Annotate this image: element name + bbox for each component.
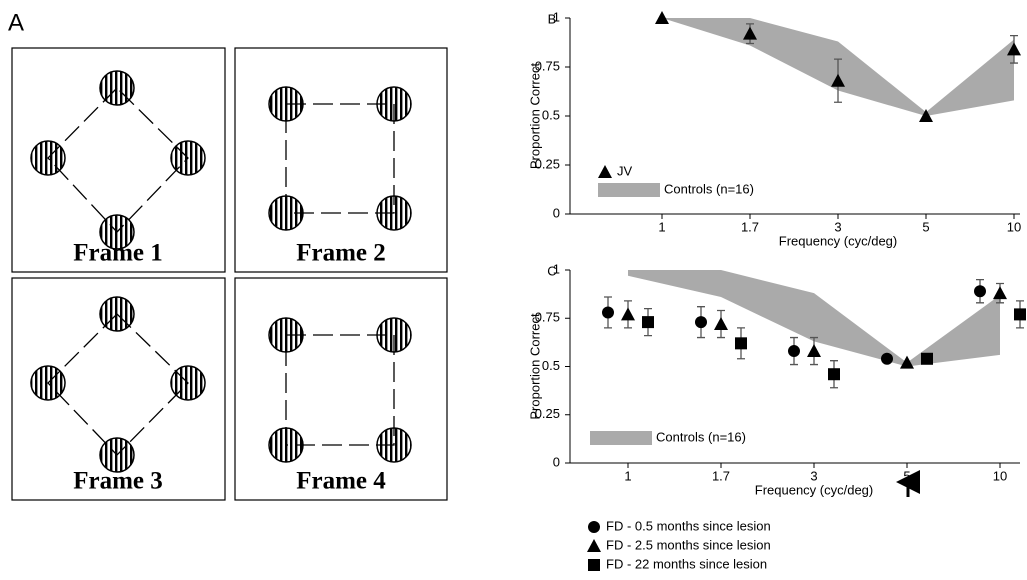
data-point [743,26,757,40]
data-point [714,317,728,331]
data-point [807,344,821,358]
data-point [655,11,669,24]
data-point [993,286,1007,300]
data-point [602,306,614,319]
x-axis-label: Frequency (cyc/deg) [779,233,898,248]
x-tick-label: 1 [658,219,665,234]
legend-band [598,183,660,197]
frame-label: Frame 2 [296,240,386,267]
data-point [735,337,747,350]
frame-label: Frame 1 [73,240,163,267]
legend-marker [588,559,600,571]
y-axis-label: Proportion Correct [527,63,542,170]
frame: Frame 4 [234,277,448,501]
y-tick-label: 0.75 [535,58,560,73]
x-tick-label: 10 [993,468,1007,483]
frame: Frame 2 [234,47,448,273]
data-point [621,307,635,321]
y-tick-label: 0.25 [535,406,560,421]
frame: Frame 1 [11,47,226,273]
y-axis-label: Proportion Correct [527,313,542,420]
legend-label: JV [617,163,633,178]
controls-band [628,270,1000,367]
y-tick-label: 1 [553,9,560,24]
data-point [828,368,840,381]
data-point [921,352,933,365]
y-tick-label: 0 [553,205,560,220]
panel-label: A [8,9,24,36]
data-point [900,355,914,369]
legend-marker [598,165,612,178]
x-tick-label: 1.7 [741,219,759,234]
panel-label: B [548,11,557,26]
frame-label: Frame 4 [296,468,386,495]
data-point [1007,42,1021,56]
x-tick-label: 1 [624,468,631,483]
y-tick-label: 0.5 [542,107,560,122]
panel-label: C [547,263,556,278]
y-tick-label: 0 [553,454,560,469]
legend-marker [588,521,600,533]
y-tick-label: 0.25 [535,156,560,171]
x-tick-label: 5 [922,219,929,234]
legend-marker [587,539,601,552]
x-tick-label: 3 [810,468,817,483]
x-tick-label: 5 [903,468,910,483]
frame: Frame 3 [11,277,226,501]
data-point [695,316,707,329]
legend-label: FD - 0.5 months since lesion [606,518,771,533]
legend-label: Controls (n=16) [656,429,746,444]
data-point [919,109,933,122]
data-point [974,285,986,298]
data-point [881,352,893,365]
x-axis-label: Frequency (cyc/deg) [755,482,874,497]
y-tick-label: 0.75 [535,310,560,325]
legend-band [590,431,652,445]
frame-label: Frame 3 [73,468,163,495]
data-point [831,73,845,87]
x-tick-label: 3 [834,219,841,234]
legend-label: FD - 2.5 months since lesion [606,537,771,552]
data-point [1014,308,1026,321]
x-tick-label: 10 [1007,219,1021,234]
data-point [642,316,654,329]
y-tick-label: 0.5 [542,358,560,373]
data-point [788,345,800,358]
legend-label: Controls (n=16) [664,181,754,196]
y-tick-label: 1 [553,261,560,276]
x-tick-label: 1.7 [712,468,730,483]
legend-label: FD - 22 months since lesion [606,556,767,571]
